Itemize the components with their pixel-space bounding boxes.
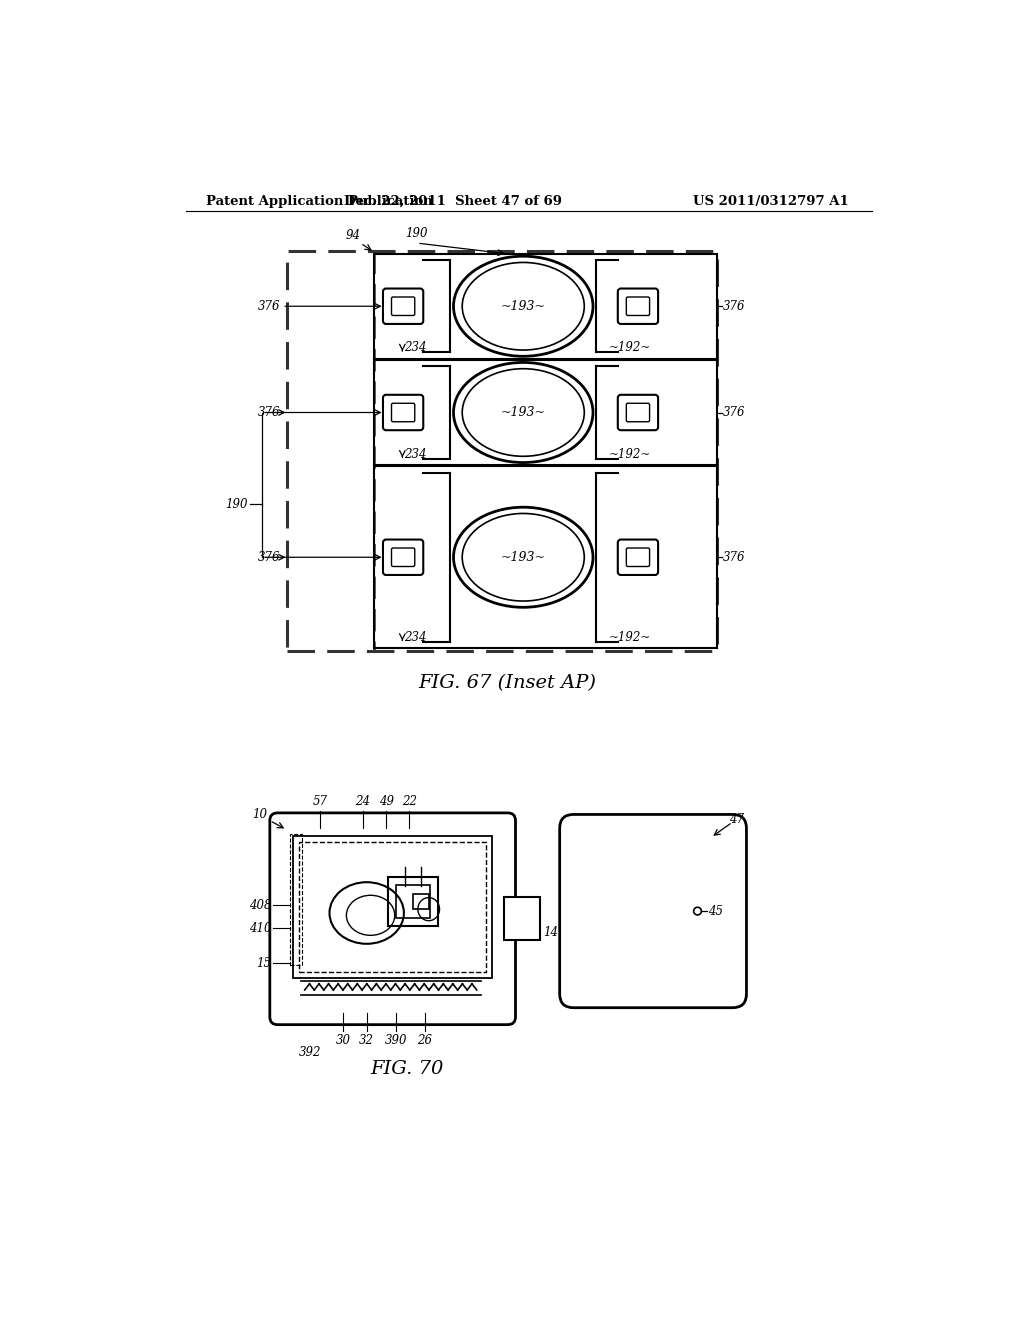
Text: FIG. 70: FIG. 70 bbox=[371, 1060, 443, 1078]
Bar bbox=[375, 360, 717, 465]
Text: ~192~: ~192~ bbox=[608, 342, 650, 354]
Bar bbox=[299, 842, 486, 973]
Text: 22: 22 bbox=[401, 795, 417, 808]
Text: 15: 15 bbox=[256, 957, 271, 970]
Text: 234: 234 bbox=[403, 447, 426, 461]
Text: 376: 376 bbox=[723, 300, 745, 313]
Text: US 2011/0312797 A1: US 2011/0312797 A1 bbox=[693, 195, 849, 209]
Text: 57: 57 bbox=[312, 795, 328, 808]
Bar bbox=[375, 466, 717, 648]
Text: 10: 10 bbox=[252, 808, 266, 821]
Text: ~193~: ~193~ bbox=[501, 300, 546, 313]
Text: ~192~: ~192~ bbox=[608, 447, 650, 461]
Text: ~193~: ~193~ bbox=[501, 550, 546, 564]
Text: Dec. 22, 2011  Sheet 47 of 69: Dec. 22, 2011 Sheet 47 of 69 bbox=[344, 195, 562, 209]
Bar bbox=[290, 834, 302, 965]
Text: 190: 190 bbox=[406, 227, 428, 240]
Text: 24: 24 bbox=[355, 795, 371, 808]
Text: 392: 392 bbox=[299, 1047, 322, 1059]
Text: FIG. 67 (Inset AP): FIG. 67 (Inset AP) bbox=[419, 675, 597, 693]
Bar bbox=[375, 253, 717, 359]
Text: 390: 390 bbox=[385, 1034, 408, 1047]
Text: 14: 14 bbox=[544, 927, 558, 939]
Text: 94: 94 bbox=[345, 228, 360, 242]
Text: 26: 26 bbox=[418, 1034, 432, 1047]
Text: 47: 47 bbox=[729, 813, 743, 825]
Text: 32: 32 bbox=[359, 1034, 374, 1047]
Text: 376: 376 bbox=[723, 407, 745, 418]
Bar bbox=[388, 876, 438, 927]
Text: 49: 49 bbox=[379, 795, 393, 808]
Bar bbox=[414, 894, 429, 909]
Text: 408: 408 bbox=[249, 899, 271, 912]
Text: 376: 376 bbox=[723, 550, 745, 564]
Text: 376: 376 bbox=[258, 550, 281, 564]
Bar bbox=[293, 836, 493, 978]
Bar bbox=[396, 884, 430, 919]
Text: 30: 30 bbox=[336, 1034, 351, 1047]
Bar bbox=[504, 898, 541, 940]
Text: 234: 234 bbox=[403, 342, 426, 354]
Text: ~193~: ~193~ bbox=[501, 407, 546, 418]
Bar bbox=[287, 251, 717, 651]
Text: 45: 45 bbox=[709, 904, 723, 917]
Text: 410: 410 bbox=[249, 921, 271, 935]
Text: 376: 376 bbox=[258, 407, 281, 418]
Text: 234: 234 bbox=[403, 631, 426, 644]
Text: 190: 190 bbox=[225, 498, 248, 511]
Text: ~192~: ~192~ bbox=[608, 631, 650, 644]
Text: Patent Application Publication: Patent Application Publication bbox=[206, 195, 432, 209]
Text: 376: 376 bbox=[258, 300, 281, 313]
